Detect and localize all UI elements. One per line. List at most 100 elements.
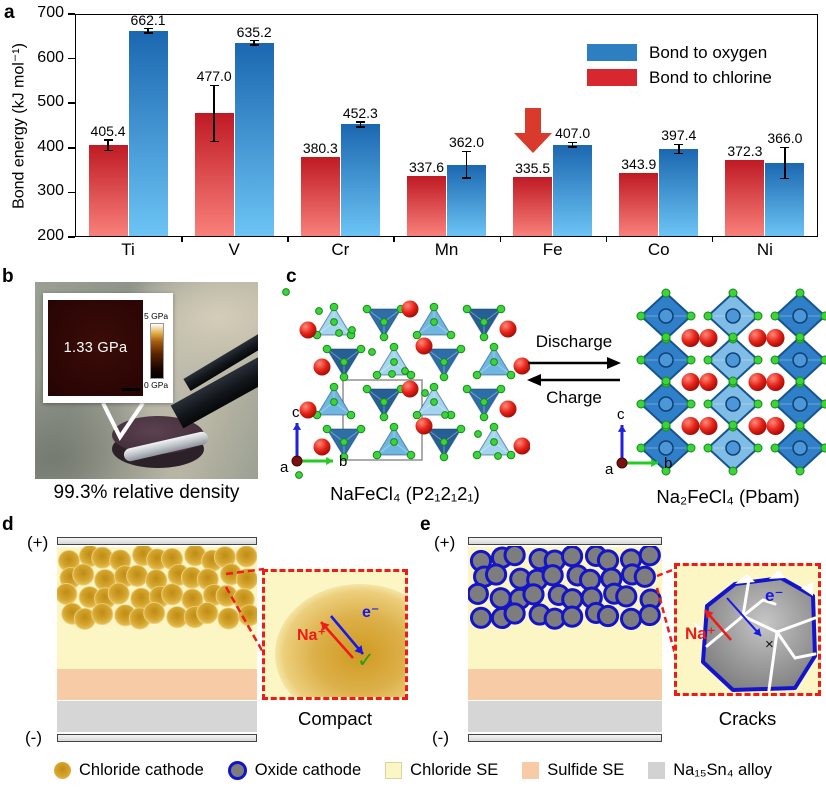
cl-atom: [462, 384, 472, 394]
y-tick-label: 600: [37, 48, 64, 66]
cl-atom: [753, 399, 763, 409]
fe-atom: [725, 440, 741, 456]
arrow-line: [320, 621, 354, 659]
sulfide-se-layer: [57, 669, 257, 700]
negative-electrode-label-d: (-): [25, 728, 42, 747]
na-atom: [699, 417, 718, 435]
plot-layer: 200 300 400 500 600 700 Ti 405.4 662.1 V 477.0 635.…: [0, 0, 826, 262]
cl-atom: [728, 332, 738, 342]
axis-label-b: b: [339, 453, 347, 470]
na-atom: [415, 417, 433, 435]
cl-atom: [379, 332, 389, 342]
chloride-cathode-particles: [57, 546, 257, 630]
compact-particle-inset: Na⁺ e⁻ ✓: [262, 569, 408, 700]
cl-atom: [412, 410, 422, 420]
cl-atom: [335, 329, 343, 337]
cl-atom: [339, 372, 349, 382]
x-tick: [499, 237, 502, 242]
cl-atom: [472, 370, 482, 380]
error-cap: [780, 177, 790, 180]
cl-atom: [480, 398, 488, 406]
oxide-particle: [469, 606, 493, 629]
chloride-particle: [196, 602, 219, 625]
bar-value-label: 635.2: [236, 23, 272, 40]
cl-atom: [462, 304, 472, 314]
bar-Ti-oxygen: [128, 30, 168, 236]
arrow-line: [726, 597, 762, 637]
x-category-label: Co: [647, 240, 670, 259]
na-ion-label-e: Na⁺: [685, 624, 716, 643]
y-tick-label: 500: [37, 93, 64, 111]
charge-label: Charge: [546, 388, 602, 407]
error-cap: [249, 39, 259, 42]
oxide-cell-stack: [468, 537, 662, 745]
chloride-particle: [91, 603, 114, 626]
na-atom: [748, 417, 767, 435]
na-atom: [415, 337, 433, 355]
cl-atom: [494, 452, 502, 460]
scale-bar: [122, 388, 140, 391]
alloy-anode-layer-e: [468, 701, 662, 732]
oxide-particle: [560, 546, 584, 568]
bar-value-label: 397.4: [661, 127, 697, 144]
fe-atom: [658, 440, 674, 456]
cl-atom: [348, 326, 356, 334]
negative-electrode-label-e: (-): [432, 728, 449, 747]
error-bar: [147, 28, 149, 34]
na-atom: [513, 437, 530, 455]
na-atom: [681, 417, 700, 435]
na-atom: [299, 401, 317, 419]
legend-item-pale-yellow-square: Chloride SE: [385, 761, 498, 780]
figure-legend: Chloride cathode Oxide cathode Chloride SE…: [0, 761, 826, 780]
cl-atom: [489, 342, 499, 352]
check-icon: ✓: [357, 649, 375, 672]
nafecl4-structure: c b a: [280, 288, 530, 479]
current-collector-bottom: [57, 734, 257, 742]
y-tick-label: 300: [37, 182, 64, 200]
cl-atom: [440, 438, 448, 446]
cl-atom: [329, 382, 339, 392]
cl-atom: [661, 288, 671, 298]
na-atom: [313, 358, 331, 376]
cl-atom: [368, 348, 376, 356]
y-tick: [68, 191, 75, 194]
cracks-caption: Cracks: [718, 708, 777, 729]
na-atom: [401, 300, 419, 318]
compact-particle: [275, 584, 405, 697]
gray-square-icon: [648, 762, 666, 779]
cl-atom: [506, 450, 516, 460]
cl-atom: [496, 304, 506, 314]
na-atom: [699, 329, 718, 347]
inset-callout-d: [224, 567, 266, 655]
cl-atom: [472, 450, 482, 460]
cl-atom: [636, 311, 646, 321]
electron-label-d: e⁻: [362, 604, 380, 621]
crack-line: [741, 598, 777, 618]
bar-value-label: 662.1: [130, 11, 166, 28]
na-ion-label-d: Na⁺: [297, 627, 326, 644]
fe-atom: [658, 308, 674, 324]
bar-value-label: 407.0: [555, 125, 591, 142]
oxide-particle: [638, 603, 661, 627]
cl-atom: [753, 311, 763, 321]
y-tick-label: 700: [37, 4, 64, 21]
cl-atom: [795, 332, 805, 342]
na-atom: [681, 373, 700, 391]
cl-atom: [820, 311, 826, 321]
cl-atom: [636, 399, 646, 409]
cl-atom: [820, 399, 826, 409]
panel-a-label: a: [4, 2, 15, 23]
oxide-particle: [619, 607, 643, 630]
oxide-particle: [578, 568, 602, 591]
legend-item-gray-square: Na₁₅Sn₄ alloy: [648, 761, 772, 780]
error-cap: [143, 27, 153, 30]
na2fecl4-caption: Na₂FeCl₄ (Pbam): [656, 486, 800, 507]
modulus-map-inset: 1.33 GPa 5 GPa 0 GPa: [43, 293, 173, 403]
error-cap: [249, 44, 259, 46]
arrow-head: [705, 610, 714, 619]
oxide-particle: [503, 546, 526, 567]
error-cap: [462, 177, 471, 179]
inset-callout-e: [655, 567, 677, 655]
cl-atom: [379, 412, 389, 422]
